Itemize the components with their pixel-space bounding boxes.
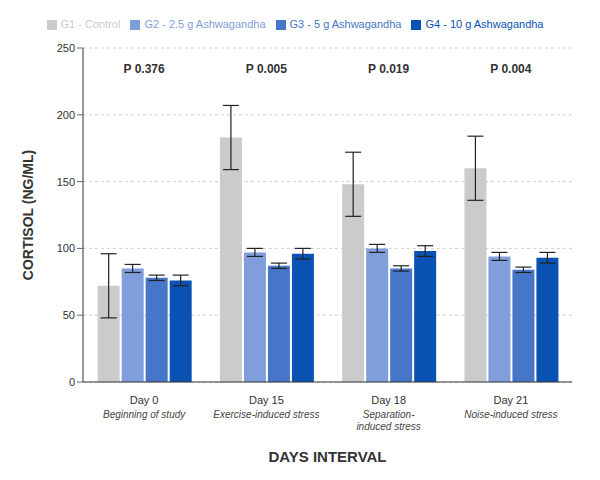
svg-text:P 0.376: P 0.376 bbox=[124, 62, 165, 76]
svg-text:DAYS INTERVAL: DAYS INTERVAL bbox=[268, 448, 386, 465]
svg-text:Noise-induced stress: Noise-induced stress bbox=[464, 409, 557, 420]
svg-text:150: 150 bbox=[57, 176, 75, 188]
svg-text:Separation-: Separation- bbox=[363, 409, 415, 420]
html-text:G1 - Control: G1 - Control bbox=[60, 18, 121, 30]
svg-text:Day 15: Day 15 bbox=[249, 394, 284, 406]
svg-text:250: 250 bbox=[57, 42, 75, 54]
svg-text:Beginning of study: Beginning of study bbox=[103, 409, 186, 420]
svg-text:50: 50 bbox=[63, 309, 75, 321]
svg-text:Day 18: Day 18 bbox=[371, 394, 406, 406]
svg-text:Day 0: Day 0 bbox=[130, 394, 159, 406]
svg-text:100: 100 bbox=[57, 242, 75, 254]
svg-text:P 0.019: P 0.019 bbox=[368, 62, 409, 76]
html-text:G2 - 2.5 g Ashwagandha: G2 - 2.5 g Ashwagandha bbox=[144, 18, 266, 30]
svg-text:CORTISOL (NG/ML): CORTISOL (NG/ML) bbox=[20, 150, 36, 280]
svg-text:P 0.005: P 0.005 bbox=[246, 62, 287, 76]
svg-text:Exercise-induced stress: Exercise-induced stress bbox=[213, 409, 319, 420]
svg-text:200: 200 bbox=[57, 109, 75, 121]
svg-text:Day 21: Day 21 bbox=[493, 394, 528, 406]
svg-text:induced stress: induced stress bbox=[356, 421, 420, 432]
html-text:G3 - 5 g Ashwagandha: G3 - 5 g Ashwagandha bbox=[289, 18, 402, 30]
svg-text:P 0.004: P 0.004 bbox=[490, 62, 531, 76]
svg-text:0: 0 bbox=[69, 376, 75, 388]
html-text:G4 - 10 g Ashwagandha: G4 - 10 g Ashwagandha bbox=[425, 18, 544, 30]
